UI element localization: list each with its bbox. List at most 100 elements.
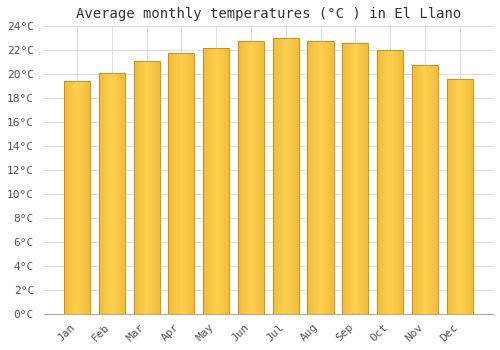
Bar: [243, 41, 244, 314]
Bar: [424, 65, 425, 314]
Bar: [283, 38, 284, 314]
Bar: [120, 73, 121, 314]
Bar: [412, 65, 413, 314]
Bar: [224, 48, 226, 314]
Bar: [100, 73, 102, 314]
Bar: [134, 61, 160, 314]
Bar: [434, 65, 436, 314]
Bar: [402, 50, 403, 314]
Bar: [84, 82, 85, 314]
Bar: [382, 50, 384, 314]
Bar: [344, 43, 345, 314]
Bar: [89, 82, 90, 314]
Bar: [121, 73, 122, 314]
Bar: [158, 61, 160, 314]
Bar: [461, 79, 462, 314]
Bar: [288, 38, 290, 314]
Bar: [168, 52, 170, 314]
Bar: [367, 43, 368, 314]
Bar: [386, 50, 388, 314]
Bar: [450, 79, 452, 314]
Bar: [290, 38, 291, 314]
Bar: [394, 50, 396, 314]
Bar: [179, 52, 180, 314]
Bar: [170, 52, 171, 314]
Bar: [118, 73, 120, 314]
Bar: [466, 79, 468, 314]
Bar: [400, 50, 402, 314]
Bar: [328, 41, 330, 314]
Bar: [157, 61, 158, 314]
Bar: [428, 65, 430, 314]
Bar: [218, 48, 219, 314]
Bar: [140, 61, 141, 314]
Bar: [366, 43, 367, 314]
Bar: [117, 73, 118, 314]
Bar: [215, 48, 216, 314]
Bar: [206, 48, 207, 314]
Bar: [282, 38, 283, 314]
Bar: [464, 79, 465, 314]
Bar: [172, 52, 174, 314]
Bar: [348, 43, 349, 314]
Bar: [135, 61, 136, 314]
Bar: [139, 61, 140, 314]
Bar: [104, 73, 106, 314]
Bar: [426, 65, 428, 314]
Bar: [296, 38, 298, 314]
Bar: [346, 43, 348, 314]
Bar: [184, 52, 186, 314]
Bar: [320, 41, 322, 314]
Bar: [146, 61, 148, 314]
Bar: [468, 79, 470, 314]
Bar: [150, 61, 152, 314]
Bar: [421, 65, 422, 314]
Bar: [259, 41, 260, 314]
Bar: [470, 79, 472, 314]
Bar: [250, 41, 251, 314]
Bar: [212, 48, 214, 314]
Bar: [453, 79, 454, 314]
Bar: [254, 41, 255, 314]
Bar: [458, 79, 460, 314]
Bar: [175, 52, 176, 314]
Bar: [207, 48, 208, 314]
Bar: [258, 41, 259, 314]
Bar: [378, 50, 380, 314]
Bar: [103, 73, 104, 314]
Bar: [77, 82, 78, 314]
Bar: [216, 48, 218, 314]
Bar: [326, 41, 327, 314]
Bar: [210, 48, 211, 314]
Bar: [143, 61, 144, 314]
Bar: [412, 65, 438, 314]
Bar: [388, 50, 390, 314]
Bar: [457, 79, 458, 314]
Bar: [178, 52, 179, 314]
Bar: [99, 73, 125, 314]
Bar: [134, 61, 135, 314]
Bar: [251, 41, 252, 314]
Bar: [298, 38, 299, 314]
Bar: [381, 50, 382, 314]
Bar: [193, 52, 194, 314]
Bar: [242, 41, 243, 314]
Bar: [204, 48, 206, 314]
Bar: [112, 73, 113, 314]
Bar: [425, 65, 426, 314]
Bar: [448, 79, 449, 314]
Bar: [308, 41, 334, 314]
Bar: [399, 50, 400, 314]
Bar: [274, 38, 276, 314]
Bar: [64, 82, 90, 314]
Bar: [322, 41, 323, 314]
Bar: [362, 43, 363, 314]
Bar: [203, 48, 204, 314]
Bar: [219, 48, 220, 314]
Bar: [174, 52, 175, 314]
Bar: [432, 65, 434, 314]
Bar: [284, 38, 286, 314]
Bar: [279, 38, 280, 314]
Bar: [186, 52, 188, 314]
Bar: [312, 41, 314, 314]
